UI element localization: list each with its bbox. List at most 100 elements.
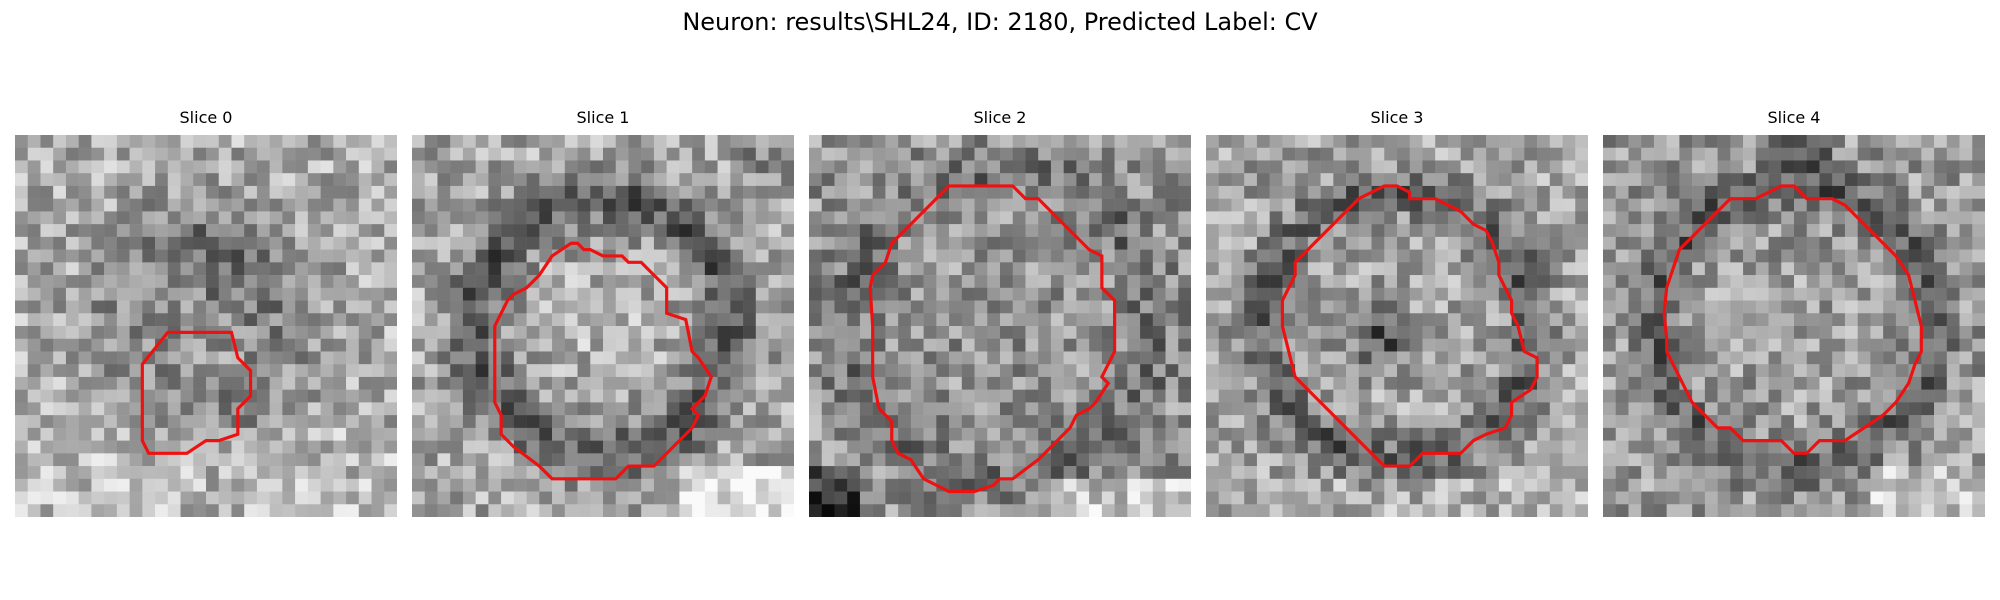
image-pixel bbox=[1231, 275, 1245, 289]
image-pixel bbox=[1346, 415, 1360, 429]
image-pixel bbox=[65, 466, 79, 480]
image-pixel bbox=[821, 262, 835, 276]
image-pixel bbox=[755, 338, 769, 352]
image-pixel bbox=[193, 478, 207, 492]
image-pixel bbox=[1549, 504, 1563, 517]
image-pixel bbox=[692, 287, 706, 301]
image-pixel bbox=[333, 440, 347, 454]
image-pixel bbox=[1819, 338, 1833, 352]
image-pixel bbox=[1384, 402, 1398, 416]
image-pixel bbox=[1063, 198, 1077, 212]
image-pixel bbox=[65, 160, 79, 174]
image-pixel bbox=[755, 160, 769, 174]
image-pixel bbox=[1717, 402, 1731, 416]
image-pixel bbox=[412, 147, 425, 161]
image-pixel bbox=[526, 300, 540, 314]
image-pixel bbox=[1038, 326, 1052, 339]
image-pixel bbox=[91, 147, 105, 161]
image-pixel bbox=[872, 236, 886, 250]
image-pixel bbox=[1320, 211, 1334, 225]
image-pixel bbox=[1384, 415, 1398, 429]
image-pixel bbox=[1704, 376, 1718, 390]
image-pixel bbox=[1101, 185, 1115, 199]
image-pixel bbox=[1704, 300, 1718, 314]
image-pixel bbox=[358, 262, 372, 276]
image-pixel bbox=[1231, 147, 1245, 161]
image-pixel bbox=[1333, 440, 1347, 454]
image-pixel bbox=[1549, 364, 1563, 378]
image-pixel bbox=[78, 402, 92, 416]
image-pixel bbox=[1679, 351, 1693, 365]
image-pixel bbox=[1218, 338, 1232, 352]
image-pixel bbox=[577, 173, 591, 187]
image-pixel bbox=[692, 376, 706, 390]
image-pixel bbox=[333, 376, 347, 390]
image-pixel bbox=[1152, 275, 1166, 289]
image-pixel bbox=[244, 135, 258, 148]
image-pixel bbox=[1972, 351, 1985, 365]
image-pixel bbox=[859, 326, 873, 339]
image-pixel bbox=[256, 478, 270, 492]
image-pixel bbox=[1269, 249, 1283, 263]
image-pixel bbox=[1256, 402, 1270, 416]
image-pixel bbox=[53, 249, 67, 263]
image-pixel bbox=[65, 249, 79, 263]
image-pixel bbox=[142, 466, 156, 480]
image-pixel bbox=[974, 415, 988, 429]
image-pixel bbox=[1473, 262, 1487, 276]
image-pixel bbox=[910, 173, 924, 187]
image-pixel bbox=[1743, 211, 1757, 225]
image-pixel bbox=[717, 249, 731, 263]
image-pixel bbox=[1218, 198, 1232, 212]
image-pixel bbox=[1537, 275, 1551, 289]
image-pixel bbox=[1152, 300, 1166, 314]
image-pixel bbox=[384, 287, 397, 301]
image-pixel bbox=[717, 389, 731, 403]
image-pixel bbox=[1537, 376, 1551, 390]
image-pixel bbox=[590, 326, 604, 339]
image-pixel bbox=[371, 147, 385, 161]
image-pixel bbox=[155, 262, 169, 276]
image-pixel bbox=[1473, 453, 1487, 467]
image-pixel bbox=[692, 211, 706, 225]
image-pixel bbox=[1346, 135, 1360, 148]
image-pixel bbox=[564, 185, 578, 199]
image-pixel bbox=[1972, 338, 1985, 352]
image-pixel bbox=[346, 440, 360, 454]
image-pixel bbox=[1473, 466, 1487, 480]
image-pixel bbox=[847, 427, 861, 441]
image-pixel bbox=[1959, 185, 1973, 199]
image-pixel bbox=[743, 249, 757, 263]
image-pixel bbox=[1435, 338, 1449, 352]
image-pixel bbox=[1883, 160, 1897, 174]
image-pixel bbox=[1895, 504, 1909, 517]
image-pixel bbox=[781, 300, 794, 314]
image-pixel bbox=[641, 389, 655, 403]
image-pixel bbox=[1768, 478, 1782, 492]
image-pixel bbox=[450, 440, 464, 454]
image-pixel bbox=[1844, 478, 1858, 492]
image-pixel bbox=[1256, 236, 1270, 250]
image-pixel bbox=[1486, 504, 1500, 517]
image-pixel bbox=[142, 338, 156, 352]
image-pixel bbox=[1050, 249, 1064, 263]
image-pixel bbox=[1562, 427, 1576, 441]
image-pixel bbox=[1473, 478, 1487, 492]
image-pixel bbox=[1447, 147, 1461, 161]
image-pixel bbox=[768, 173, 782, 187]
image-pixel bbox=[666, 135, 680, 148]
image-pixel bbox=[1384, 440, 1398, 454]
image-pixel bbox=[923, 211, 937, 225]
image-pixel bbox=[923, 364, 937, 378]
image-pixel bbox=[1076, 287, 1090, 301]
image-pixel bbox=[142, 300, 156, 314]
image-pixel bbox=[129, 275, 143, 289]
image-pixel bbox=[1050, 415, 1064, 429]
image-pixel bbox=[1870, 173, 1884, 187]
image-pixel bbox=[282, 185, 296, 199]
image-pixel bbox=[1371, 211, 1385, 225]
image-pixel bbox=[1921, 160, 1935, 174]
image-pixel bbox=[1269, 389, 1283, 403]
image-pixel bbox=[1295, 402, 1309, 416]
image-pixel bbox=[539, 478, 553, 492]
